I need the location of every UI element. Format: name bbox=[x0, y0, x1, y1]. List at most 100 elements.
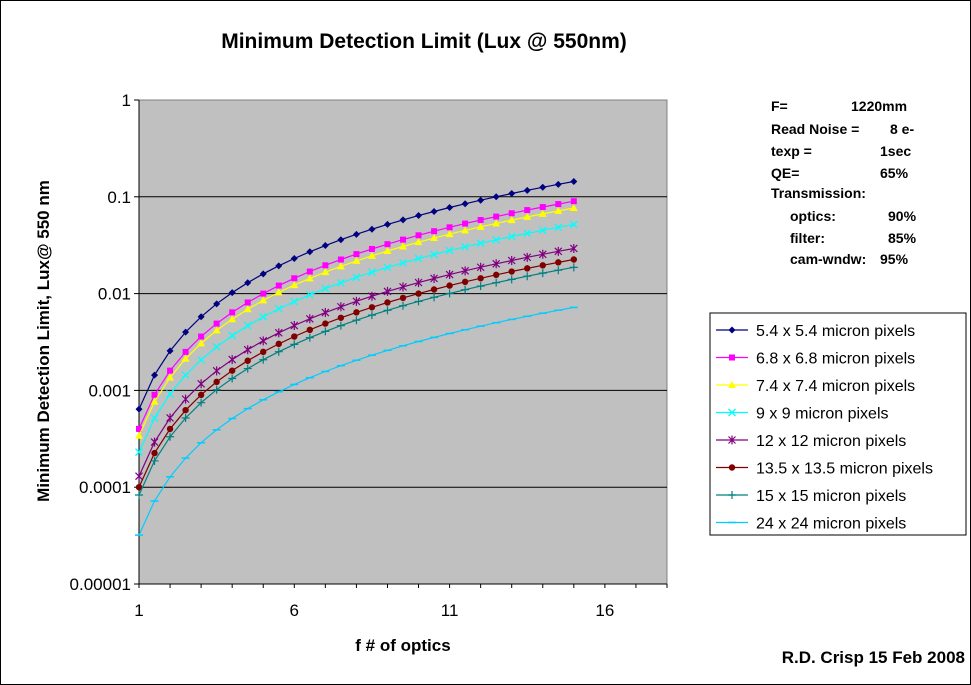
data-point bbox=[554, 266, 563, 275]
data-point bbox=[523, 229, 532, 238]
x-axis-ticks: 1 6 11 16 bbox=[134, 583, 668, 620]
data-point bbox=[728, 464, 736, 471]
data-point bbox=[321, 268, 330, 276]
data-point bbox=[197, 391, 205, 399]
data-point bbox=[244, 357, 251, 364]
data-point bbox=[259, 296, 268, 304]
data-point bbox=[182, 328, 190, 336]
data-point bbox=[198, 333, 205, 340]
data-point bbox=[337, 314, 345, 321]
data-point bbox=[336, 262, 345, 270]
data-point bbox=[228, 355, 237, 365]
data-point bbox=[492, 259, 501, 269]
legend-label: 12 x 12 micron pixels bbox=[756, 433, 906, 450]
data-point bbox=[728, 435, 736, 445]
data-point bbox=[507, 216, 516, 224]
data-point bbox=[321, 242, 329, 250]
data-point bbox=[166, 413, 174, 423]
data-point bbox=[182, 406, 189, 414]
data-point bbox=[243, 345, 252, 355]
data-point bbox=[275, 340, 282, 348]
y-axis-ticks: 0.00001 0.0001 0.001 0.01 0.1 1 bbox=[70, 91, 140, 594]
legend-label: 6.8 x 6.8 micron pixels bbox=[756, 351, 915, 368]
info-box: F= 1220mm Read Noise = 8 e-texp = 1sec QE= 65%… bbox=[771, 98, 917, 267]
legend-item: 12 x 12 micron pixels bbox=[716, 433, 906, 450]
data-point bbox=[445, 289, 454, 298]
data-point bbox=[729, 354, 735, 361]
data-point bbox=[367, 311, 376, 320]
data-point bbox=[523, 186, 531, 194]
data-point bbox=[445, 230, 454, 238]
legend-label: 5.4 x 5.4 micron pixels bbox=[756, 323, 915, 340]
data-point bbox=[554, 246, 563, 256]
data-point bbox=[493, 213, 500, 220]
data-point bbox=[274, 304, 283, 313]
info-value: 85% bbox=[888, 230, 917, 246]
data-point bbox=[477, 275, 484, 282]
data-point bbox=[728, 491, 736, 499]
data-point bbox=[523, 252, 532, 262]
data-point bbox=[259, 355, 268, 364]
data-point bbox=[415, 290, 422, 297]
data-point bbox=[229, 309, 236, 316]
data-point bbox=[384, 299, 391, 306]
data-point bbox=[306, 248, 314, 256]
y-tick-label: 0.01 bbox=[98, 285, 131, 304]
data-point bbox=[507, 256, 516, 266]
data-point bbox=[461, 278, 469, 286]
series-line bbox=[135, 177, 578, 413]
data-point bbox=[524, 207, 531, 214]
data-point bbox=[337, 256, 344, 263]
data-point bbox=[476, 222, 485, 230]
series-line bbox=[135, 243, 578, 481]
data-point bbox=[538, 209, 547, 217]
data-point bbox=[151, 371, 159, 379]
data-point bbox=[399, 282, 407, 292]
data-point bbox=[291, 333, 298, 340]
data-point bbox=[243, 321, 252, 330]
data-point bbox=[135, 484, 143, 491]
data-point bbox=[461, 242, 470, 251]
data-point bbox=[492, 193, 500, 201]
data-point bbox=[476, 282, 485, 291]
x-tick-label: 16 bbox=[595, 601, 614, 620]
legend-item: 15 x 15 micron pixels bbox=[716, 488, 906, 505]
data-point bbox=[399, 301, 407, 310]
credit-text: R.D. Crisp 15 Feb 2008 bbox=[782, 648, 965, 667]
data-point bbox=[135, 448, 143, 457]
data-point bbox=[477, 216, 484, 223]
data-point bbox=[492, 219, 501, 227]
info-label: texp = bbox=[771, 143, 812, 159]
data-point bbox=[570, 177, 578, 185]
data-point bbox=[728, 408, 736, 417]
data-point bbox=[430, 250, 439, 259]
data-point bbox=[353, 309, 360, 316]
info-value: 1sec bbox=[880, 143, 911, 159]
data-point bbox=[166, 425, 174, 433]
info-label: cam-wndw: bbox=[790, 251, 866, 267]
data-point bbox=[151, 449, 158, 457]
data-point bbox=[569, 220, 578, 229]
data-point bbox=[321, 308, 330, 318]
data-point bbox=[446, 282, 453, 289]
legend-label: 24 x 24 micron pixels bbox=[756, 516, 906, 533]
info-label: F= bbox=[771, 98, 788, 114]
legend-label: 13.5 x 13.5 micron pixels bbox=[756, 461, 933, 478]
data-point bbox=[150, 437, 159, 447]
legend-item: 9 x 9 micron pixels bbox=[716, 406, 889, 423]
data-point bbox=[306, 268, 313, 275]
data-point bbox=[243, 364, 252, 373]
data-point bbox=[446, 224, 453, 231]
data-point bbox=[569, 243, 578, 253]
data-point bbox=[477, 196, 485, 204]
data-point bbox=[538, 269, 547, 278]
data-point bbox=[290, 321, 299, 331]
data-point bbox=[538, 249, 547, 259]
data-point bbox=[507, 275, 516, 284]
legend-item: 7.4 x 7.4 micron pixels bbox=[716, 378, 915, 395]
data-point bbox=[336, 278, 345, 287]
data-point bbox=[569, 263, 578, 272]
data-point bbox=[337, 236, 345, 244]
info-label: Transmission: bbox=[771, 185, 866, 201]
data-point bbox=[383, 220, 391, 228]
